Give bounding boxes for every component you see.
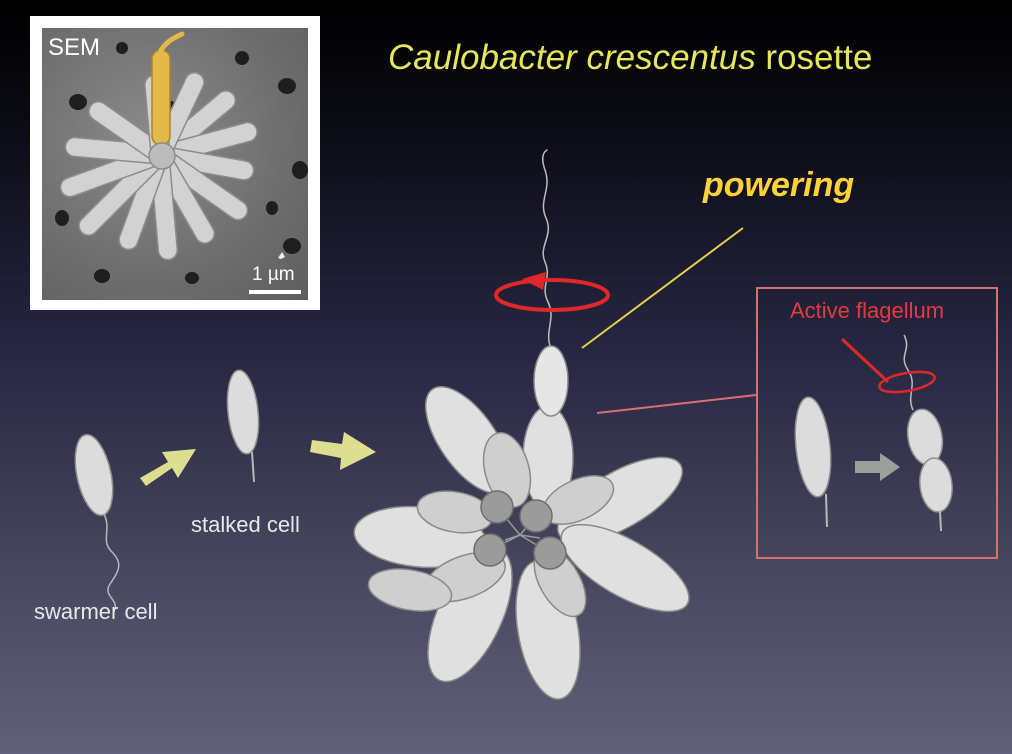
title-rest: rosette bbox=[755, 38, 873, 77]
active-flagellum bbox=[542, 149, 552, 347]
swarmer-flagellum bbox=[103, 513, 120, 611]
sem-panel: SEM 1 µm bbox=[30, 16, 320, 310]
inset-label-pointer bbox=[840, 337, 890, 384]
inset-box bbox=[756, 287, 998, 559]
inset-dividing-cell bbox=[903, 334, 953, 532]
title-genus: Caulobacter crescentus bbox=[388, 38, 756, 77]
swarmer-cell-label: swarmer cell bbox=[34, 599, 158, 624]
highlighted-cell-tail bbox=[158, 31, 185, 53]
sem-holdfast-center bbox=[148, 142, 176, 170]
sem-debris bbox=[278, 252, 285, 259]
powering-pointer-line bbox=[581, 227, 744, 349]
inset-arrow bbox=[855, 453, 900, 481]
stalk bbox=[251, 451, 255, 483]
stalked-cell bbox=[226, 369, 260, 483]
inset-flagellum bbox=[903, 334, 914, 411]
swarmer-cell bbox=[74, 433, 120, 611]
inset-stalked-cell bbox=[794, 396, 832, 528]
inset-pointer-line bbox=[596, 394, 757, 414]
sem-micrograph: SEM 1 µm bbox=[42, 28, 308, 300]
diagram-title: Caulobacter crescentus rosette bbox=[388, 38, 872, 78]
scale-bar bbox=[249, 290, 301, 294]
powering-label: powering bbox=[703, 166, 855, 204]
sem-rosette-drawing bbox=[55, 31, 308, 284]
arrow-swarmer-to-stalked bbox=[140, 449, 196, 486]
stalked-cell-label: stalked cell bbox=[191, 512, 300, 537]
rosette bbox=[353, 345, 690, 700]
rotation-arrow bbox=[494, 272, 610, 312]
arrow-stalked-to-rosette bbox=[310, 432, 376, 470]
sem-cells bbox=[59, 72, 258, 261]
scale-bar-label: 1 µm bbox=[252, 264, 295, 285]
inset-rotation-arrow bbox=[878, 370, 936, 394]
sem-label: SEM bbox=[48, 34, 101, 61]
active-flagellum-label: Active flagellum bbox=[790, 298, 945, 323]
